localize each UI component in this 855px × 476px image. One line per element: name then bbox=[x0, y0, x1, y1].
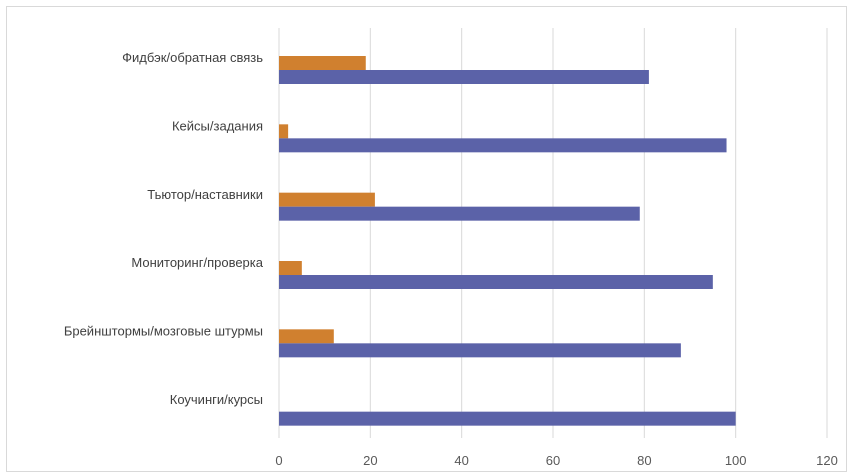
x-tick-label: 60 bbox=[546, 453, 560, 468]
bar-series-2 bbox=[279, 329, 334, 344]
bar-series-1 bbox=[279, 138, 727, 153]
x-tick-label: 100 bbox=[725, 453, 747, 468]
x-tick-label: 120 bbox=[816, 453, 838, 468]
bars bbox=[279, 56, 736, 426]
x-tick-labels: 0 20 40 60 80 100 120 bbox=[275, 453, 837, 468]
bar-series-1 bbox=[279, 343, 681, 358]
bar-series-1 bbox=[279, 206, 640, 221]
bar-series-1 bbox=[279, 411, 736, 426]
x-tick-label: 40 bbox=[454, 453, 468, 468]
bar-series-1 bbox=[279, 275, 713, 289]
bar-series-1 bbox=[279, 70, 649, 84]
category-labels: Фидбэк/обратная связь Кейсы/задания Тьютор… bbox=[64, 50, 264, 407]
bar-series-2 bbox=[279, 56, 366, 70]
category-label: Мониторинг/проверка bbox=[131, 255, 263, 270]
x-tick-label: 20 bbox=[363, 453, 377, 468]
category-label: Кейсы/задания bbox=[172, 119, 263, 134]
category-label: Тьютор/наставники bbox=[147, 187, 263, 202]
category-label: Брейнштормы/мозговые штурмы bbox=[64, 324, 263, 339]
category-label: Фидбэк/обратная связь bbox=[122, 50, 263, 65]
bar-series-2 bbox=[279, 192, 375, 207]
category-label: Коучинги/курсы bbox=[170, 392, 263, 407]
bar-series-2 bbox=[279, 261, 302, 275]
bar-series-2 bbox=[279, 124, 289, 139]
x-tick-label: 0 bbox=[275, 453, 282, 468]
x-tick-label: 80 bbox=[637, 453, 651, 468]
gridlines bbox=[278, 28, 828, 438]
